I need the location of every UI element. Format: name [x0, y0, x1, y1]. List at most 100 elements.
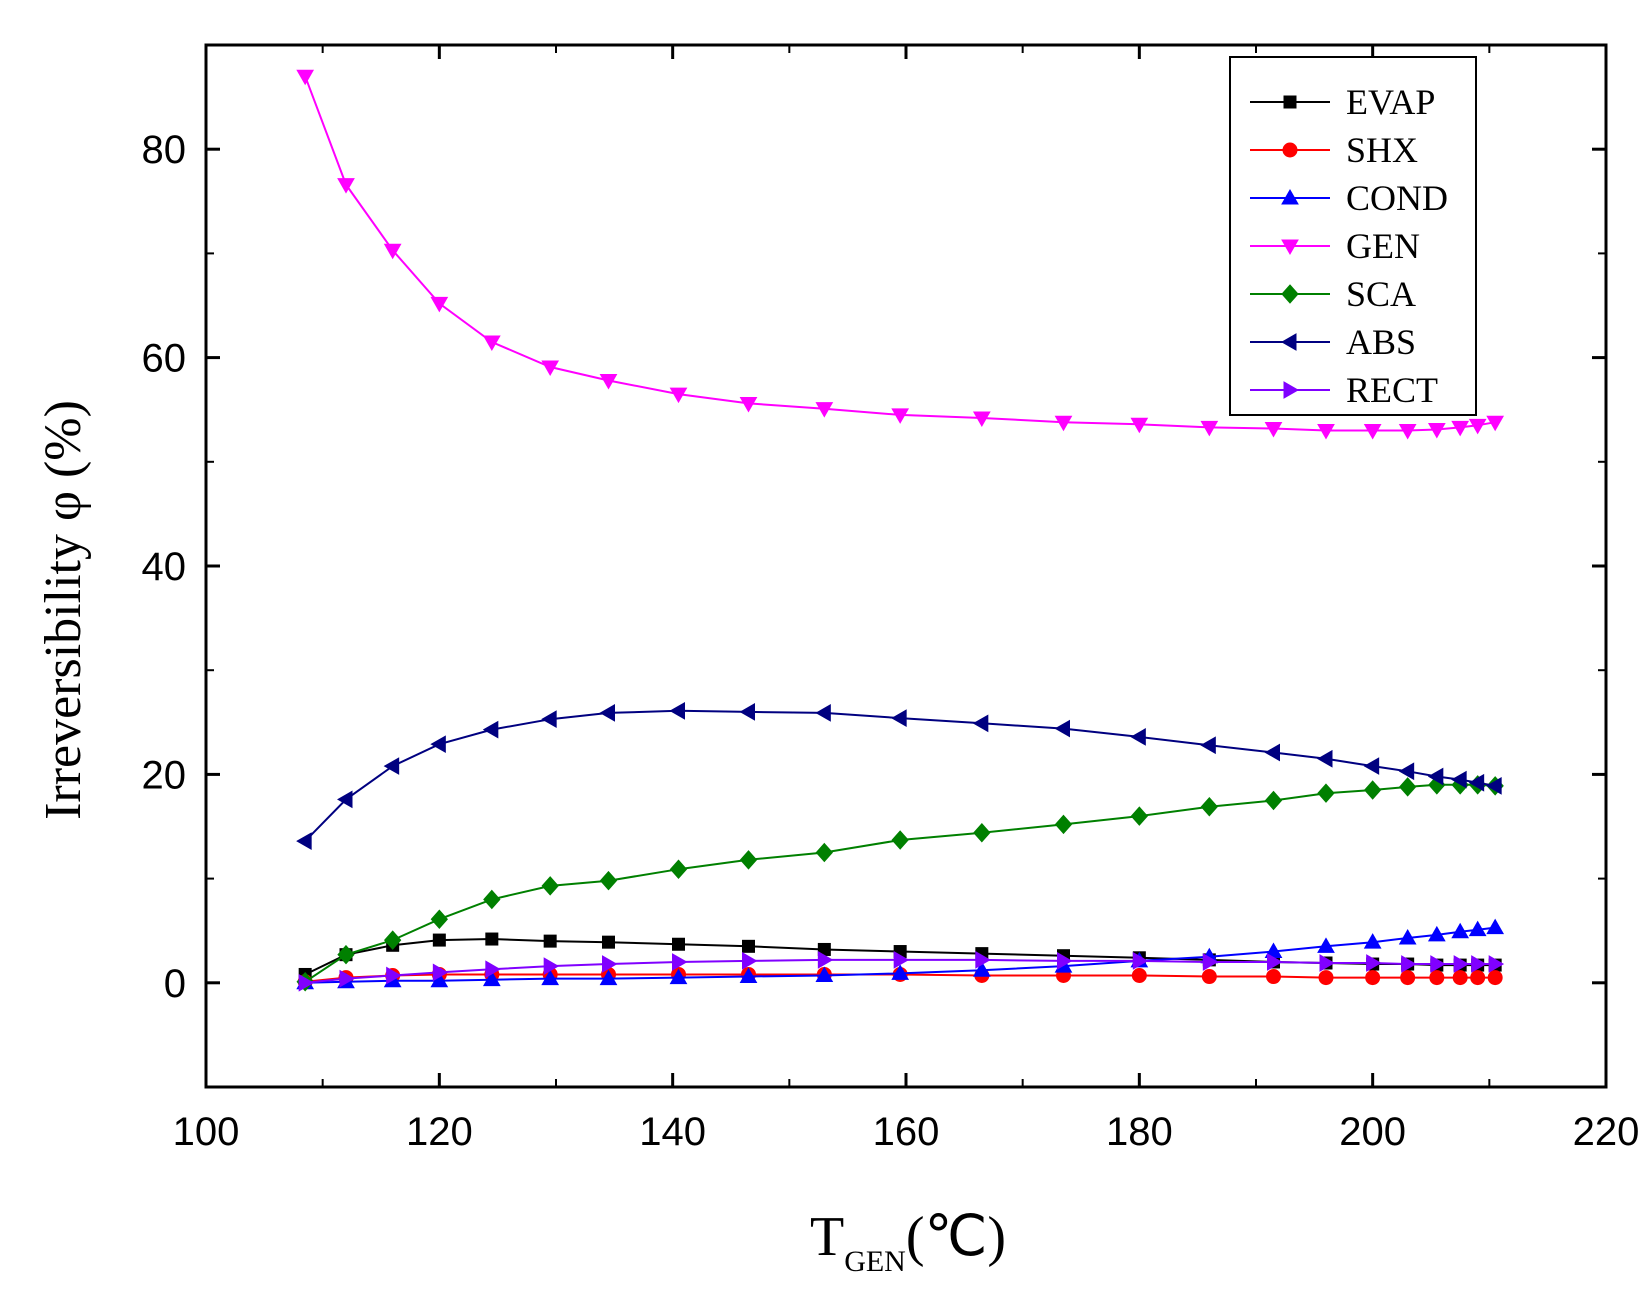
data-point-sca [383, 930, 402, 950]
legend-label-abs: ABS [1346, 322, 1416, 362]
data-point-rect [1488, 955, 1505, 973]
data-point-rect [742, 952, 758, 970]
data-point-rect [298, 973, 315, 992]
data-point-abs [1200, 736, 1216, 755]
data-point-shx [1429, 970, 1445, 986]
data-point-gen [1264, 421, 1283, 438]
data-point-gen [1486, 415, 1505, 432]
data-point-rect [386, 966, 402, 985]
data-point-abs [541, 710, 557, 729]
data-point-gen [1200, 420, 1219, 437]
legend-label-shx: SHX [1346, 130, 1418, 170]
data-point-abs [815, 704, 831, 722]
legend-item-sca: SCA [1250, 274, 1416, 314]
legend-label-evap: EVAP [1346, 82, 1435, 122]
legend: EVAP SHX COND GEN SCA ABS RECT [1229, 56, 1477, 416]
data-point-abs [1398, 762, 1415, 781]
data-point-shx [1201, 969, 1217, 985]
legend-label-cond: COND [1346, 178, 1448, 218]
data-point-gen [891, 408, 910, 424]
data-point-evap [742, 939, 755, 953]
data-point-rect [975, 951, 991, 969]
x-tick-label: 220 [1573, 1110, 1640, 1154]
data-point-shx [1365, 970, 1381, 986]
data-point-abs [336, 790, 353, 809]
data-point-abs [1363, 757, 1380, 775]
data-point-cond [1468, 920, 1487, 937]
legend-item-rect: RECT [1250, 370, 1438, 410]
data-point-gen [1427, 422, 1446, 439]
data-point-rect [1132, 952, 1149, 970]
data-point-rect [1319, 954, 1336, 972]
data-point-rect [1267, 953, 1283, 971]
data-point-shx [1266, 969, 1281, 985]
data-point-sca [1398, 777, 1417, 797]
data-point-shx [1131, 968, 1147, 984]
data-point-rect [543, 957, 560, 975]
data-point-shx [1470, 970, 1486, 986]
y-tick-label: 0 [164, 962, 186, 1006]
data-point-abs [430, 735, 446, 754]
data-point-gen [541, 360, 560, 376]
data-point-abs [1451, 770, 1467, 789]
data-point-rect [1471, 955, 1487, 973]
data-point-cond [972, 961, 991, 977]
data-point-cond [482, 970, 501, 987]
legend-marker-shx [1282, 142, 1298, 158]
data-point-abs [599, 704, 615, 722]
data-point-gen [599, 374, 618, 390]
data-point-gen [1317, 424, 1335, 440]
data-point-cond [1363, 933, 1382, 949]
data-point-sca [541, 876, 559, 896]
data-point-gen [1363, 424, 1382, 440]
data-point-cond [669, 968, 688, 985]
data-point-gen [972, 411, 991, 428]
data-point-gen [1468, 418, 1487, 435]
data-point-sca [815, 842, 834, 863]
legend-marker-sca [1281, 284, 1299, 304]
data-point-abs [296, 832, 312, 850]
x-tick-label: 200 [1339, 1110, 1406, 1154]
data-point-rect [339, 969, 356, 988]
data-point-cond [1427, 925, 1446, 942]
y-tick-label: 40 [142, 545, 187, 589]
data-point-evap [543, 934, 557, 948]
x-tick-label: 140 [639, 1110, 706, 1154]
data-point-sca [891, 830, 909, 850]
data-point-rect [1401, 955, 1417, 973]
data-point-cond [1451, 922, 1470, 939]
data-point-gen [1054, 415, 1073, 432]
series-rect [298, 951, 1505, 992]
data-point-gen [815, 402, 834, 418]
data-point-abs [383, 757, 400, 775]
x-axis-title: TGEN(℃) [810, 1206, 1006, 1278]
data-point-sca [1130, 806, 1149, 826]
data-point-abs [1427, 767, 1444, 786]
legend-item-abs: ABS [1250, 322, 1416, 362]
data-point-sca [1317, 783, 1335, 803]
data-point-rect [602, 955, 618, 973]
data-point-rect [1430, 955, 1446, 973]
data-point-sca [1200, 796, 1219, 817]
data-point-sca [1054, 814, 1073, 835]
data-point-evap [432, 933, 446, 947]
legend-marker-evap [1283, 95, 1297, 109]
legend-label-gen: GEN [1346, 226, 1420, 266]
x-axis-title-unit: (℃) [906, 1206, 1006, 1268]
x-axis-title-symbol: T [810, 1206, 844, 1268]
y-tick-label: 60 [142, 337, 187, 381]
x-tick-label: 120 [406, 1110, 473, 1154]
data-point-evap [602, 935, 615, 949]
data-point-gen [383, 243, 402, 260]
legend-marker-abs [1280, 333, 1297, 351]
data-point-gen [430, 296, 449, 313]
data-point-cond [739, 967, 758, 984]
data-point-sca [973, 822, 991, 843]
data-point-shx [1400, 970, 1416, 986]
data-point-gen [337, 178, 355, 194]
data-point-evap [485, 932, 499, 946]
x-tick-label: 160 [873, 1110, 940, 1154]
data-point-sca [1363, 780, 1382, 800]
series-abs [296, 701, 1502, 850]
data-point-shx [1318, 970, 1334, 986]
